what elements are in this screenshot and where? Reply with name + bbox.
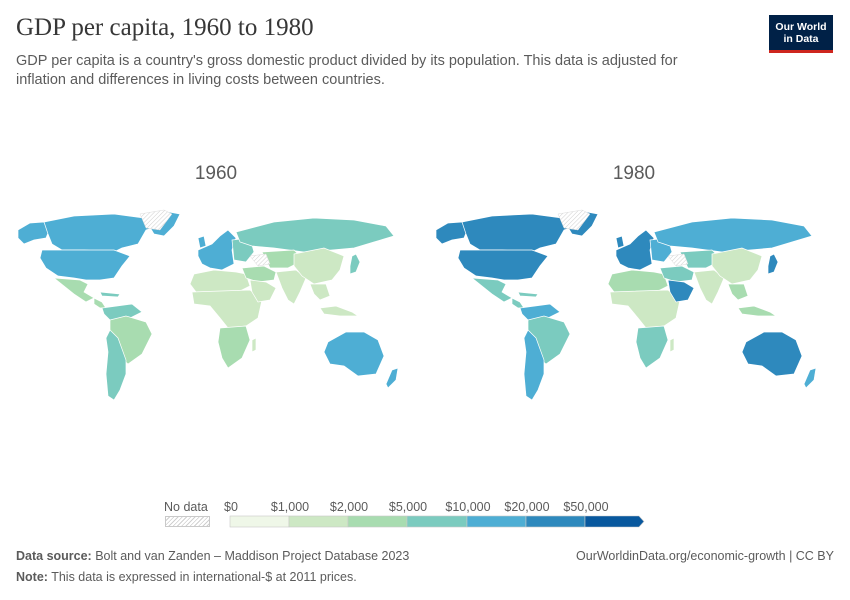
country-central-am[interactable] bbox=[511, 297, 525, 309]
country-japan[interactable] bbox=[767, 253, 779, 275]
chart-subtitle: GDP per capita is a country's gross dome… bbox=[16, 53, 678, 88]
country-north-africa[interactable] bbox=[607, 269, 669, 293]
legend-label-10000: $10,000 bbox=[445, 500, 491, 514]
country-southern-africa[interactable] bbox=[635, 325, 669, 369]
country-uk[interactable] bbox=[615, 235, 625, 249]
owid-logo[interactable]: Our World in Data bbox=[769, 15, 833, 53]
country-russia[interactable] bbox=[653, 217, 813, 253]
logo-line-2: in Data bbox=[783, 32, 819, 45]
no-data-region bbox=[667, 253, 689, 267]
no-data-region bbox=[249, 253, 271, 267]
legend-label-0: $0 bbox=[224, 500, 238, 514]
legend-swatch-0 bbox=[229, 515, 290, 528]
legend-swatch-6 bbox=[584, 515, 645, 528]
legend-color-bar bbox=[229, 515, 645, 528]
country-usa[interactable] bbox=[457, 249, 549, 281]
legend-swatch-5 bbox=[525, 515, 586, 528]
country-china[interactable] bbox=[293, 247, 345, 285]
note-line: Note: This data is expressed in internat… bbox=[16, 570, 357, 584]
country-madagascar[interactable] bbox=[251, 337, 257, 353]
country-sub-saharan[interactable] bbox=[191, 289, 263, 329]
country-western-europe[interactable] bbox=[197, 229, 237, 271]
panel-title-1960: 1960 bbox=[194, 163, 238, 184]
country-madagascar[interactable] bbox=[669, 337, 675, 353]
country-sa-south[interactable] bbox=[523, 329, 545, 401]
country-canada[interactable] bbox=[461, 213, 583, 253]
country-uk[interactable] bbox=[197, 235, 207, 249]
chart-title: GDP per capita, 1960 to 1980 bbox=[16, 14, 314, 41]
panel-title-1980: 1980 bbox=[612, 163, 656, 184]
country-north-africa[interactable] bbox=[189, 269, 251, 293]
country-australia[interactable] bbox=[741, 331, 803, 377]
country-new-zealand[interactable] bbox=[385, 367, 399, 389]
country-mexico[interactable] bbox=[52, 277, 95, 303]
country-japan[interactable] bbox=[349, 253, 361, 275]
data-source-label: Data source: bbox=[16, 549, 92, 563]
country-caribbean[interactable] bbox=[99, 291, 121, 298]
world-map-1980[interactable] bbox=[432, 208, 832, 408]
country-central-am[interactable] bbox=[93, 297, 107, 309]
legend-label-20000: $20,000 bbox=[504, 500, 550, 514]
country-indonesia[interactable] bbox=[319, 305, 360, 317]
country-canada[interactable] bbox=[43, 213, 165, 253]
country-australia[interactable] bbox=[323, 331, 385, 377]
country-china[interactable] bbox=[711, 247, 763, 285]
owid-link[interactable]: OurWorldinData.org/economic-growth | CC … bbox=[576, 549, 834, 563]
country-middle-east[interactable] bbox=[241, 265, 277, 283]
note-text: This data is expressed in international-… bbox=[51, 570, 357, 584]
country-indonesia[interactable] bbox=[737, 305, 778, 317]
country-se-asia[interactable] bbox=[727, 283, 749, 301]
legend-swatch-1 bbox=[288, 515, 349, 528]
country-alaska[interactable] bbox=[435, 221, 469, 245]
country-south-asia[interactable] bbox=[693, 269, 725, 305]
legend-no-data-label: No data bbox=[164, 500, 208, 514]
country-alaska[interactable] bbox=[17, 221, 51, 245]
legend-swatch-4 bbox=[466, 515, 527, 528]
country-sa-south[interactable] bbox=[105, 329, 127, 401]
country-arabia[interactable] bbox=[667, 279, 695, 303]
legend-swatch-2 bbox=[347, 515, 408, 528]
legend-label-5000: $5,000 bbox=[388, 500, 428, 514]
country-sub-saharan[interactable] bbox=[609, 289, 681, 329]
country-new-zealand[interactable] bbox=[803, 367, 817, 389]
country-middle-east[interactable] bbox=[659, 265, 695, 283]
data-source-text: Bolt and van Zanden – Maddison Project D… bbox=[95, 549, 410, 563]
data-source-line: Data source: Bolt and van Zanden – Maddi… bbox=[16, 549, 409, 563]
country-caribbean[interactable] bbox=[517, 291, 539, 298]
country-southern-africa[interactable] bbox=[217, 325, 251, 369]
country-mexico[interactable] bbox=[470, 277, 513, 303]
country-russia[interactable] bbox=[235, 217, 395, 253]
country-se-asia[interactable] bbox=[309, 283, 331, 301]
logo-line-1: Our World bbox=[775, 20, 827, 33]
legend-label-2000: $2,000 bbox=[329, 500, 369, 514]
legend-label-1000: $1,000 bbox=[270, 500, 310, 514]
legend-no-data-swatch bbox=[165, 516, 210, 527]
legend-swatch-3 bbox=[406, 515, 468, 528]
no-data-region bbox=[139, 209, 173, 231]
no-data-region bbox=[557, 209, 591, 231]
legend-label-50000: $50,000 bbox=[563, 500, 609, 514]
country-arabia[interactable] bbox=[249, 279, 277, 303]
country-usa[interactable] bbox=[39, 249, 131, 281]
country-western-europe[interactable] bbox=[615, 229, 655, 271]
world-map-1960[interactable] bbox=[14, 208, 414, 408]
note-label: Note: bbox=[16, 570, 48, 584]
country-south-asia[interactable] bbox=[275, 269, 307, 305]
